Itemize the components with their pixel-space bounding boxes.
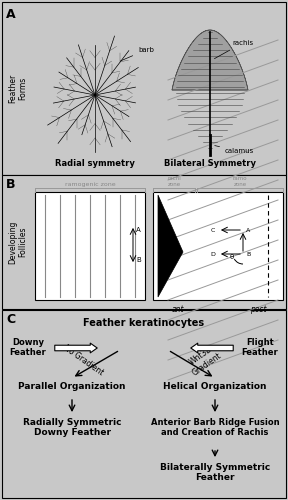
Text: B: B (246, 252, 250, 256)
Text: ramo
zone: ramo zone (233, 176, 247, 187)
Text: ramogenic zone: ramogenic zone (65, 182, 115, 187)
Polygon shape (158, 195, 183, 297)
Text: C: C (211, 228, 215, 232)
Bar (153, 192, 283, 300)
Text: A: A (136, 227, 141, 233)
Text: Radial symmetry: Radial symmetry (55, 159, 135, 168)
Text: B: B (6, 178, 16, 191)
Text: A: A (246, 228, 250, 232)
Text: B: B (136, 257, 141, 263)
Text: θ: θ (230, 254, 234, 260)
Text: D: D (210, 252, 215, 256)
Bar (2, 175, 286, 309)
Text: post: post (250, 305, 266, 314)
Text: Feather keratinocytes: Feather keratinocytes (84, 318, 204, 328)
Bar (35, 192, 145, 300)
Text: Anterior Barb Ridge Fusion
and Creation of Rachis: Anterior Barb Ridge Fusion and Creation … (151, 418, 279, 438)
Text: ant: ant (172, 305, 184, 314)
Text: A: A (6, 8, 16, 21)
Text: Helical Organization: Helical Organization (163, 382, 267, 391)
FancyArrowPatch shape (55, 343, 97, 353)
Text: Developing
Follicles: Developing Follicles (8, 220, 28, 264)
Text: Feather
Forms: Feather Forms (8, 74, 28, 102)
Text: No Gradient: No Gradient (61, 343, 105, 377)
Text: C: C (6, 313, 15, 326)
Text: rachis: rachis (215, 40, 253, 58)
Text: Downy
Feather: Downy Feather (10, 338, 46, 357)
Text: Parallel Organization: Parallel Organization (18, 382, 126, 391)
Text: barb: barb (121, 47, 154, 61)
Text: Bilateral Symmetry: Bilateral Symmetry (164, 159, 256, 168)
Bar (2, 310, 286, 498)
Text: Flight
Feather: Flight Feather (242, 338, 278, 357)
Text: calamus: calamus (215, 146, 254, 154)
Text: Bilaterally Symmetric
Feather: Bilaterally Symmetric Feather (160, 463, 270, 482)
Text: Wnt3a
Gradient: Wnt3a Gradient (185, 342, 223, 378)
Text: rachi
zone: rachi zone (167, 176, 181, 187)
Text: Radially Symmetric
Downy Feather: Radially Symmetric Downy Feather (23, 418, 121, 438)
Bar (2, 2, 286, 175)
FancyArrowPatch shape (191, 343, 233, 353)
Polygon shape (172, 30, 248, 90)
